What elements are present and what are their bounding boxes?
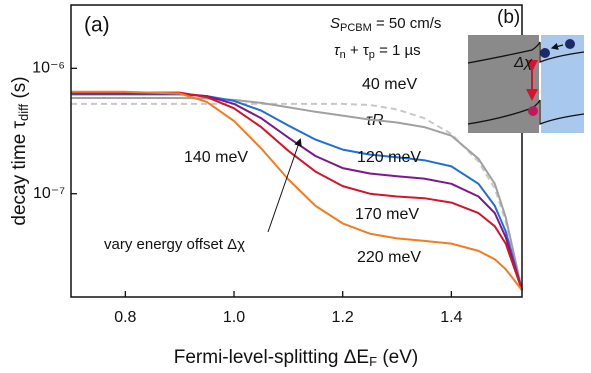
annotation: vary energy offset Δχ bbox=[104, 236, 245, 253]
series-label: 170 meV bbox=[355, 206, 419, 223]
series-label: 120 meV bbox=[357, 149, 421, 166]
diagram: Δχ (b) bbox=[467, 7, 585, 133]
valence-band bbox=[467, 99, 585, 125]
line-series bbox=[71, 91, 523, 291]
y-tick-label: 10⁻⁶ bbox=[32, 60, 65, 77]
electron bbox=[540, 48, 550, 58]
line-series bbox=[71, 97, 523, 291]
hole bbox=[528, 106, 538, 116]
panel-label: (a) bbox=[84, 14, 110, 37]
x-tick-label: 1.0 bbox=[223, 309, 245, 326]
y-axis-label: decay time τdiff (s) bbox=[9, 76, 31, 225]
x-tick-label: 0.8 bbox=[114, 309, 136, 326]
x-tick-label: 1.4 bbox=[440, 309, 462, 326]
electron bbox=[565, 39, 575, 49]
series-label: 140 meV bbox=[184, 149, 248, 166]
line-series bbox=[71, 93, 523, 291]
offset-label: Δχ bbox=[513, 54, 533, 71]
panel-label: (b) bbox=[497, 7, 520, 28]
arrow bbox=[550, 42, 564, 50]
y-tick-label: 10⁻⁷ bbox=[33, 185, 65, 202]
line-series bbox=[71, 92, 523, 291]
annotation: SPCBM = 50 cm/s bbox=[330, 15, 441, 34]
line-series bbox=[71, 102, 523, 291]
annotation: τn + τp = 1 µs bbox=[334, 42, 421, 61]
x-tick-label: 1.2 bbox=[332, 309, 354, 326]
conduction-band bbox=[467, 41, 585, 64]
line-series bbox=[71, 90, 523, 291]
absorber bbox=[468, 35, 540, 133]
annotation-arrow bbox=[267, 138, 302, 233]
series-label: 40 meV bbox=[362, 76, 417, 93]
series-label: 220 meV bbox=[357, 249, 421, 266]
plot-frame bbox=[70, 4, 523, 298]
x-axis-label: Fermi-level-splitting ΔEF (eV) bbox=[174, 347, 418, 369]
